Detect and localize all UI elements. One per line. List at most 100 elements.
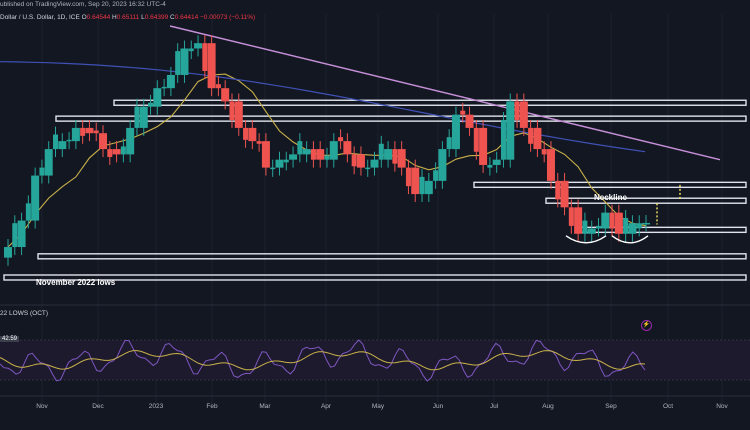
candle-body <box>112 149 121 155</box>
candle-body <box>275 159 284 168</box>
candle-body <box>568 207 574 226</box>
candle-body <box>207 43 216 89</box>
neckline-label: Neckline <box>594 193 627 202</box>
rsi-panel <box>0 304 750 382</box>
x-tick-label: Nov <box>36 403 48 410</box>
candle-body <box>351 154 357 167</box>
candle-body <box>519 101 528 128</box>
candle-body <box>4 247 12 258</box>
change-value: −0.00073 (−0.11%) <box>200 14 256 21</box>
candle-body <box>560 180 569 208</box>
candle-body <box>161 86 167 89</box>
bottom-arc-left <box>565 235 607 244</box>
candle-body <box>343 141 352 155</box>
candle-body <box>460 110 466 115</box>
candle-body <box>582 220 588 234</box>
candle-body <box>180 48 189 75</box>
candle-body <box>175 51 181 75</box>
candle-body <box>234 101 243 128</box>
candle-body <box>126 127 135 155</box>
open-value: 0.64544 <box>86 14 111 21</box>
candle-body <box>378 143 384 160</box>
level-zone <box>55 115 747 122</box>
low-label: L <box>141 14 145 21</box>
candle-body <box>438 149 447 181</box>
candle-body <box>628 223 637 234</box>
bottom-arc-right <box>611 235 649 244</box>
candle-body <box>614 212 623 234</box>
candle-body <box>85 127 94 134</box>
candlestick-series <box>4 35 650 266</box>
candle-body <box>384 149 393 160</box>
candle-body <box>419 176 425 195</box>
x-axis: Nov Dec 2023 Feb Mar Apr May Jun Jul Aug Sep Oct Nov <box>0 395 750 410</box>
candle-body <box>541 149 547 155</box>
x-tick-label: Apr <box>321 403 332 410</box>
candle-body <box>533 127 542 150</box>
support-resistance-levels <box>3 99 747 281</box>
candle-body <box>261 141 270 168</box>
low-value: 0.64399 <box>144 14 169 21</box>
candle-body <box>324 155 330 160</box>
candle-body <box>546 149 555 181</box>
candle-body <box>80 127 86 136</box>
candle-body <box>392 149 398 164</box>
candle-body <box>12 223 18 248</box>
candle-body <box>270 167 276 170</box>
candle-body <box>528 127 534 144</box>
candle-body <box>194 43 203 49</box>
candle-body <box>487 164 493 168</box>
candle-body <box>623 217 629 234</box>
candle-body <box>465 114 474 128</box>
candle-body <box>479 127 488 165</box>
x-tick-label: Dec <box>92 403 104 410</box>
candle-body <box>243 127 249 140</box>
candle-body <box>148 102 154 107</box>
event-flag-icon[interactable]: ⚡ <box>641 320 652 331</box>
candle-body <box>66 139 72 142</box>
candle-body <box>283 159 289 163</box>
candle-body <box>289 154 298 160</box>
candle-body <box>17 220 26 248</box>
candle-body <box>248 127 257 142</box>
x-tick-label: Oct <box>663 403 673 410</box>
trendline <box>169 25 721 161</box>
x-tick-label: Jul <box>490 403 499 410</box>
candle-body <box>153 88 162 107</box>
candle-body <box>297 141 303 155</box>
candle-body <box>25 203 31 221</box>
candle-body <box>636 223 642 229</box>
candle-body <box>53 134 59 150</box>
rsi-band <box>0 340 750 380</box>
candle-body <box>316 149 325 160</box>
candle-body <box>370 159 379 168</box>
x-tick-label: Aug <box>542 403 554 410</box>
candle-body <box>166 74 175 89</box>
close-label: C <box>170 14 175 21</box>
level-zone <box>3 274 747 281</box>
candle-body <box>120 146 126 155</box>
symbol-info: Dollar / U.S. Dollar, 1D, ICE O0.64544 H… <box>0 14 255 21</box>
candle-body <box>71 127 80 142</box>
rsi-indicator-label: 22 LOWS (OCT) <box>0 310 49 317</box>
candle-body <box>446 137 452 150</box>
candle-body <box>338 137 344 142</box>
descending-trendline <box>169 25 721 161</box>
x-tick-label: Mar <box>259 403 271 410</box>
level-zone <box>545 197 747 204</box>
candle-body <box>215 84 221 89</box>
candle-body <box>642 222 650 225</box>
high-value: 0.65111 <box>116 14 140 21</box>
candle-body <box>39 167 45 176</box>
x-tick-label: May <box>372 403 385 410</box>
candle-body <box>411 167 420 195</box>
candle-body <box>302 149 311 155</box>
november-lows-label: November 2022 lows <box>36 278 116 287</box>
candle-body <box>506 101 515 160</box>
candle-body <box>492 159 501 165</box>
candle-body <box>514 101 520 120</box>
candle-body <box>433 170 439 181</box>
rsi-signal-line <box>0 350 646 371</box>
rsi-value-badge: 42.59 <box>0 336 20 342</box>
candle-body <box>31 175 40 221</box>
